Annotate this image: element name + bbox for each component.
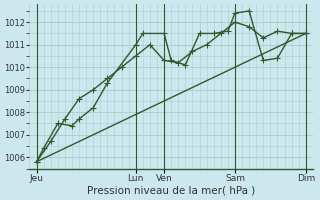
X-axis label: Pression niveau de la mer( hPa ): Pression niveau de la mer( hPa ) bbox=[87, 186, 255, 196]
